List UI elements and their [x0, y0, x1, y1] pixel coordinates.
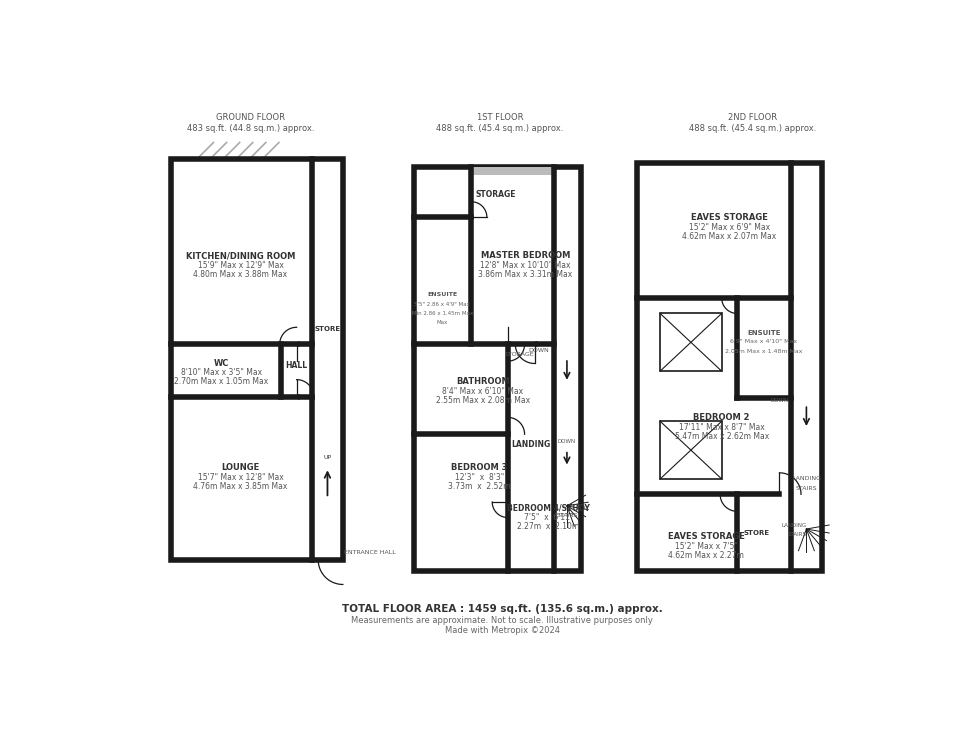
Text: DOWN: DOWN — [528, 348, 549, 353]
Text: 15'9" Max x 12'9" Max: 15'9" Max x 12'9" Max — [198, 261, 283, 270]
Text: 15'2" Max x 6'9" Max: 15'2" Max x 6'9" Max — [689, 223, 770, 231]
Text: 2.05m Max x 1.48m Max: 2.05m Max x 1.48m Max — [725, 348, 803, 354]
Text: LANDING: LANDING — [792, 476, 821, 481]
Text: UP: UP — [323, 455, 331, 460]
Text: 8'10" Max x 3'5" Max: 8'10" Max x 3'5" Max — [180, 368, 262, 377]
Text: KITCHEN/DINING ROOM: KITCHEN/DINING ROOM — [186, 251, 295, 260]
Text: 2ND FLOOR
488 sq.ft. (45.4 sq.m.) approx.: 2ND FLOOR 488 sq.ft. (45.4 sq.m.) approx… — [689, 113, 816, 133]
Text: ENTRANCE HALL: ENTRANCE HALL — [344, 550, 396, 555]
Text: 2.55m Max x 2.08m Max: 2.55m Max x 2.08m Max — [436, 396, 530, 405]
Bar — [414, 167, 581, 572]
Text: Min 2.86 x 1.45m Max: Min 2.86 x 1.45m Max — [412, 311, 472, 316]
Text: ENSUITE: ENSUITE — [427, 291, 458, 297]
Text: STAIRS: STAIRS — [796, 486, 817, 490]
Text: STORE: STORE — [743, 530, 769, 536]
Text: 4.76m Max x 3.85m Max: 4.76m Max x 3.85m Max — [193, 482, 288, 491]
Text: STORAGE: STORAGE — [475, 189, 515, 198]
Text: 17'11" Max x 8'7" Max: 17'11" Max x 8'7" Max — [679, 423, 764, 432]
Text: 3.86m Max x 3.31m Max: 3.86m Max x 3.31m Max — [478, 270, 572, 279]
Text: BEDROOM 2: BEDROOM 2 — [694, 413, 750, 422]
Text: 4.62m Max x 2.07m Max: 4.62m Max x 2.07m Max — [682, 232, 776, 241]
Text: BEDROOM 4/STUDY: BEDROOM 4/STUDY — [507, 504, 590, 513]
Text: STORAGE: STORAGE — [505, 351, 534, 357]
Text: 12'8" Max x 10'10" Max: 12'8" Max x 10'10" Max — [480, 261, 570, 270]
Text: 8'4" Max x 6'10" Max: 8'4" Max x 6'10" Max — [442, 387, 523, 396]
Text: 5'5" 2.86 x 4'9" Max: 5'5" 2.86 x 4'9" Max — [415, 302, 470, 306]
Text: LANDING: LANDING — [781, 523, 807, 528]
Text: 1ST FLOOR
488 sq.ft. (45.4 sq.m.) approx.: 1ST FLOOR 488 sq.ft. (45.4 sq.m.) approx… — [436, 113, 564, 133]
Text: 6'9" Max x 4'10" Max: 6'9" Max x 4'10" Max — [730, 339, 798, 345]
Text: DOWN: DOWN — [558, 439, 576, 444]
Bar — [661, 421, 721, 479]
Text: 3.73m  x  2.52m: 3.73m x 2.52m — [448, 482, 511, 491]
Text: 4.80m Max x 3.88m Max: 4.80m Max x 3.88m Max — [193, 270, 287, 279]
Text: BATHROOM: BATHROOM — [456, 377, 510, 386]
Text: HALL: HALL — [285, 360, 308, 369]
Text: DOWN: DOWN — [770, 398, 789, 403]
Text: 15'2" Max x 7'5": 15'2" Max x 7'5" — [675, 542, 738, 551]
Bar — [471, 167, 554, 175]
Text: STAIRS: STAIRS — [787, 532, 807, 537]
Text: 4.62m Max x 2.27m: 4.62m Max x 2.27m — [668, 551, 744, 560]
Bar — [661, 313, 721, 371]
Text: 5.47m Max x 2.62m Max: 5.47m Max x 2.62m Max — [674, 432, 769, 441]
Text: LANDING: LANDING — [512, 440, 551, 449]
Text: STORE: STORE — [315, 326, 340, 332]
Text: MASTER BEDROOM: MASTER BEDROOM — [480, 251, 570, 260]
Text: Made with Metropix ©2024: Made with Metropix ©2024 — [445, 626, 560, 635]
Text: GROUND FLOOR
483 sq.ft. (44.8 sq.m.) approx.: GROUND FLOOR 483 sq.ft. (44.8 sq.m.) app… — [187, 113, 315, 133]
Text: 7'5"  x  6'11": 7'5" x 6'11" — [523, 513, 573, 522]
Text: 15'7" Max x 12'8" Max: 15'7" Max x 12'8" Max — [198, 473, 283, 482]
Text: Max: Max — [436, 320, 448, 325]
Text: 2.70m Max x 1.05m Max: 2.70m Max x 1.05m Max — [174, 378, 269, 387]
Bar — [637, 163, 822, 572]
Bar — [172, 159, 343, 559]
Text: STAIRS: STAIRS — [557, 514, 577, 518]
Text: EAVES STORAGE: EAVES STORAGE — [667, 532, 745, 541]
Text: 2.27m  x  2.10m: 2.27m x 2.10m — [517, 522, 579, 531]
Text: EAVES STORAGE: EAVES STORAGE — [691, 213, 768, 222]
Text: TOTAL FLOOR AREA : 1459 sq.ft. (135.6 sq.m.) approx.: TOTAL FLOOR AREA : 1459 sq.ft. (135.6 sq… — [342, 605, 662, 614]
Text: Measurements are approximate. Not to scale. Illustrative purposes only: Measurements are approximate. Not to sca… — [351, 616, 654, 625]
Text: WC: WC — [214, 359, 229, 368]
Text: LOUNGE: LOUNGE — [221, 463, 260, 472]
Text: BEDROOM 3: BEDROOM 3 — [451, 463, 508, 472]
Text: ENSUITE: ENSUITE — [748, 330, 781, 336]
Text: 12'3"  x  8'3": 12'3" x 8'3" — [455, 473, 504, 482]
